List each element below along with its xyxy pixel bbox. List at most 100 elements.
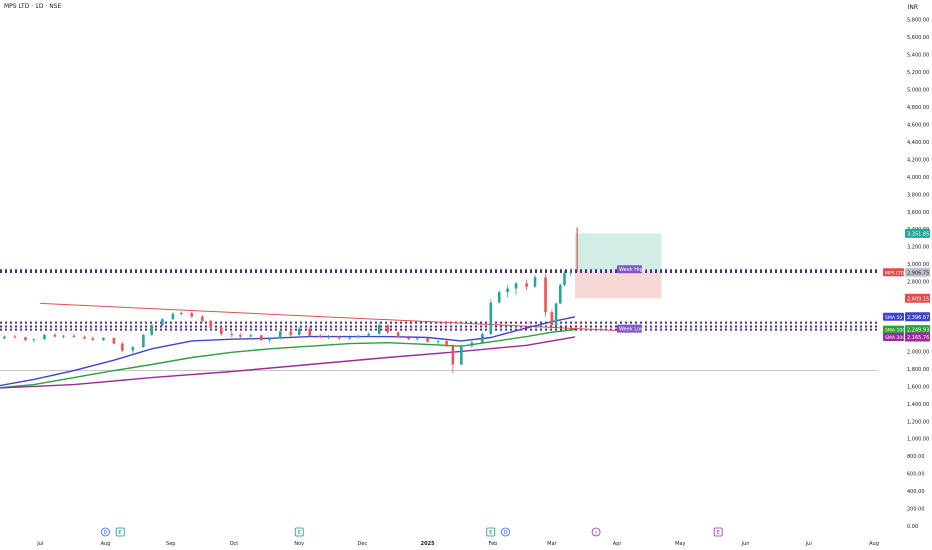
event-icon-bg-4 [501, 527, 510, 537]
candle-body-50 [481, 333, 484, 343]
series-tag-bg-1 [883, 312, 904, 321]
candle-body-18 [171, 313, 175, 320]
candle-body-7 [62, 335, 65, 337]
level-tag-0: Week High [619, 267, 646, 273]
price-label-0: 3,351.85 [907, 231, 929, 237]
y-tick-label-19: 3,800.00 [907, 192, 929, 198]
candle-body-42 [407, 337, 410, 340]
candle-body-26 [249, 335, 253, 337]
series-tag-bg-0 [883, 268, 904, 277]
candle-body-51 [489, 302, 493, 334]
trendline [40, 302, 618, 331]
candle-body-47 [451, 346, 455, 365]
event-icon-bg-0 [101, 527, 110, 537]
candle-body-33 [318, 335, 322, 338]
event-icon-bg-5 [591, 527, 601, 537]
candle-body-44 [426, 338, 429, 342]
y-tick-label-18: 3,600.00 [907, 210, 929, 216]
candle-body-27 [259, 335, 263, 341]
candle-body-38 [367, 333, 370, 336]
event-icon-3: E [489, 530, 492, 536]
candle-body-19 [179, 313, 183, 315]
candle-body-29 [278, 331, 282, 339]
candle-body-59 [554, 303, 558, 326]
candle-body-55 [525, 283, 528, 287]
event-icon-bg-3 [486, 527, 496, 537]
candle-body-2 [13, 336, 17, 338]
candle-body-3 [24, 337, 27, 341]
series-tag-1: SMA 50 [885, 315, 902, 321]
y-tick-label-6: 1,200.00 [907, 419, 929, 425]
event-icon-0: D [104, 530, 108, 536]
position-stop-zone [575, 272, 662, 299]
y-tick-label-7: 1,400.00 [907, 402, 929, 408]
x-tick-label-3: Oct [230, 541, 239, 547]
price-label-4: 2,249.93 [907, 328, 929, 334]
candle-body-46 [445, 340, 448, 347]
price-label-5: 2,165.76 [907, 335, 929, 341]
price-label-bg-0 [905, 228, 930, 238]
event-icon-bg-2 [294, 527, 304, 537]
candle-body-45 [436, 340, 440, 342]
x-tick-label-11: Jun [741, 541, 750, 547]
series-tag-2: SMA 100 [885, 328, 905, 334]
x-tick-label-1: Aug [101, 541, 111, 547]
candle-body-48 [460, 346, 463, 365]
series-tag-3: SMA 200 [885, 335, 905, 341]
x-tick-label-0: Jul [36, 541, 43, 547]
y-tick-label-5: 1,000.00 [907, 437, 929, 443]
x-tick-label-2: Sep [166, 541, 175, 547]
candle-body-13 [121, 343, 124, 351]
level-tag-4: Week Low [619, 327, 644, 333]
x-tick-label-4: Nov [294, 541, 304, 547]
price-label-bg-1 [905, 267, 930, 277]
y-tick-label-1: 200.00 [907, 507, 925, 513]
series-tag-bg-2 [883, 325, 904, 334]
sma-line-3 [0, 336, 576, 389]
y-tick-label-2: 400.00 [907, 489, 925, 495]
event-icon-6: E [717, 530, 720, 536]
candle-body-20 [190, 313, 194, 317]
candle-body-43 [415, 338, 419, 340]
event-icon-4: D [504, 530, 508, 536]
sma-line-1 [0, 316, 576, 387]
y-tick-label-21: 4,200.00 [907, 157, 929, 163]
candle-body-14 [131, 347, 135, 351]
y-tick-label-4: 800.00 [907, 454, 925, 460]
candle-body-22 [209, 320, 213, 328]
y-tick-label-9: 1,800.00 [907, 367, 929, 373]
candle-body-4 [32, 339, 36, 341]
level-tag-bg-0 [617, 265, 643, 274]
y-tick-label-26: 5,200.00 [907, 70, 929, 76]
price-label-bg-4 [905, 325, 930, 335]
price-label-bg-5 [905, 332, 930, 342]
event-icon-5: ⚡ [594, 530, 598, 536]
x-tick-label-13: Aug [869, 541, 879, 547]
candle-body-61 [563, 272, 566, 286]
x-tick-label-6: 2025 [421, 541, 435, 547]
candle-body-58 [550, 312, 554, 326]
y-tick-label-29: 5,800.00 [907, 18, 929, 24]
event-icon-2: E [298, 530, 301, 536]
candle-body-37 [356, 335, 360, 338]
y-tick-label-14: 2,800.00 [907, 280, 929, 286]
candle-body-6 [53, 334, 57, 337]
y-tick-label-3: 600.00 [907, 472, 925, 478]
candle-body-60 [558, 285, 562, 304]
candle-body-35 [337, 336, 341, 339]
candle-body-21 [201, 316, 204, 321]
candle-body-52 [497, 292, 501, 303]
y-tick-label-16: 3,200.00 [907, 245, 929, 251]
y-tick-label-20: 4,000.00 [907, 175, 929, 181]
price-label-3: 2,396.67 [907, 315, 929, 321]
candle-body-16 [150, 325, 154, 335]
y-tick-label-15: 3,000.00 [907, 262, 929, 268]
x-tick-label-8: Mar [547, 541, 557, 547]
x-tick-label-12: Jul [805, 541, 812, 547]
symbol-title: MPS LTD · 1D · NSE [4, 3, 62, 10]
candle-body-12 [112, 337, 116, 344]
series-tag-0: MPS LTD [885, 270, 905, 276]
candle-body-57 [544, 277, 547, 313]
